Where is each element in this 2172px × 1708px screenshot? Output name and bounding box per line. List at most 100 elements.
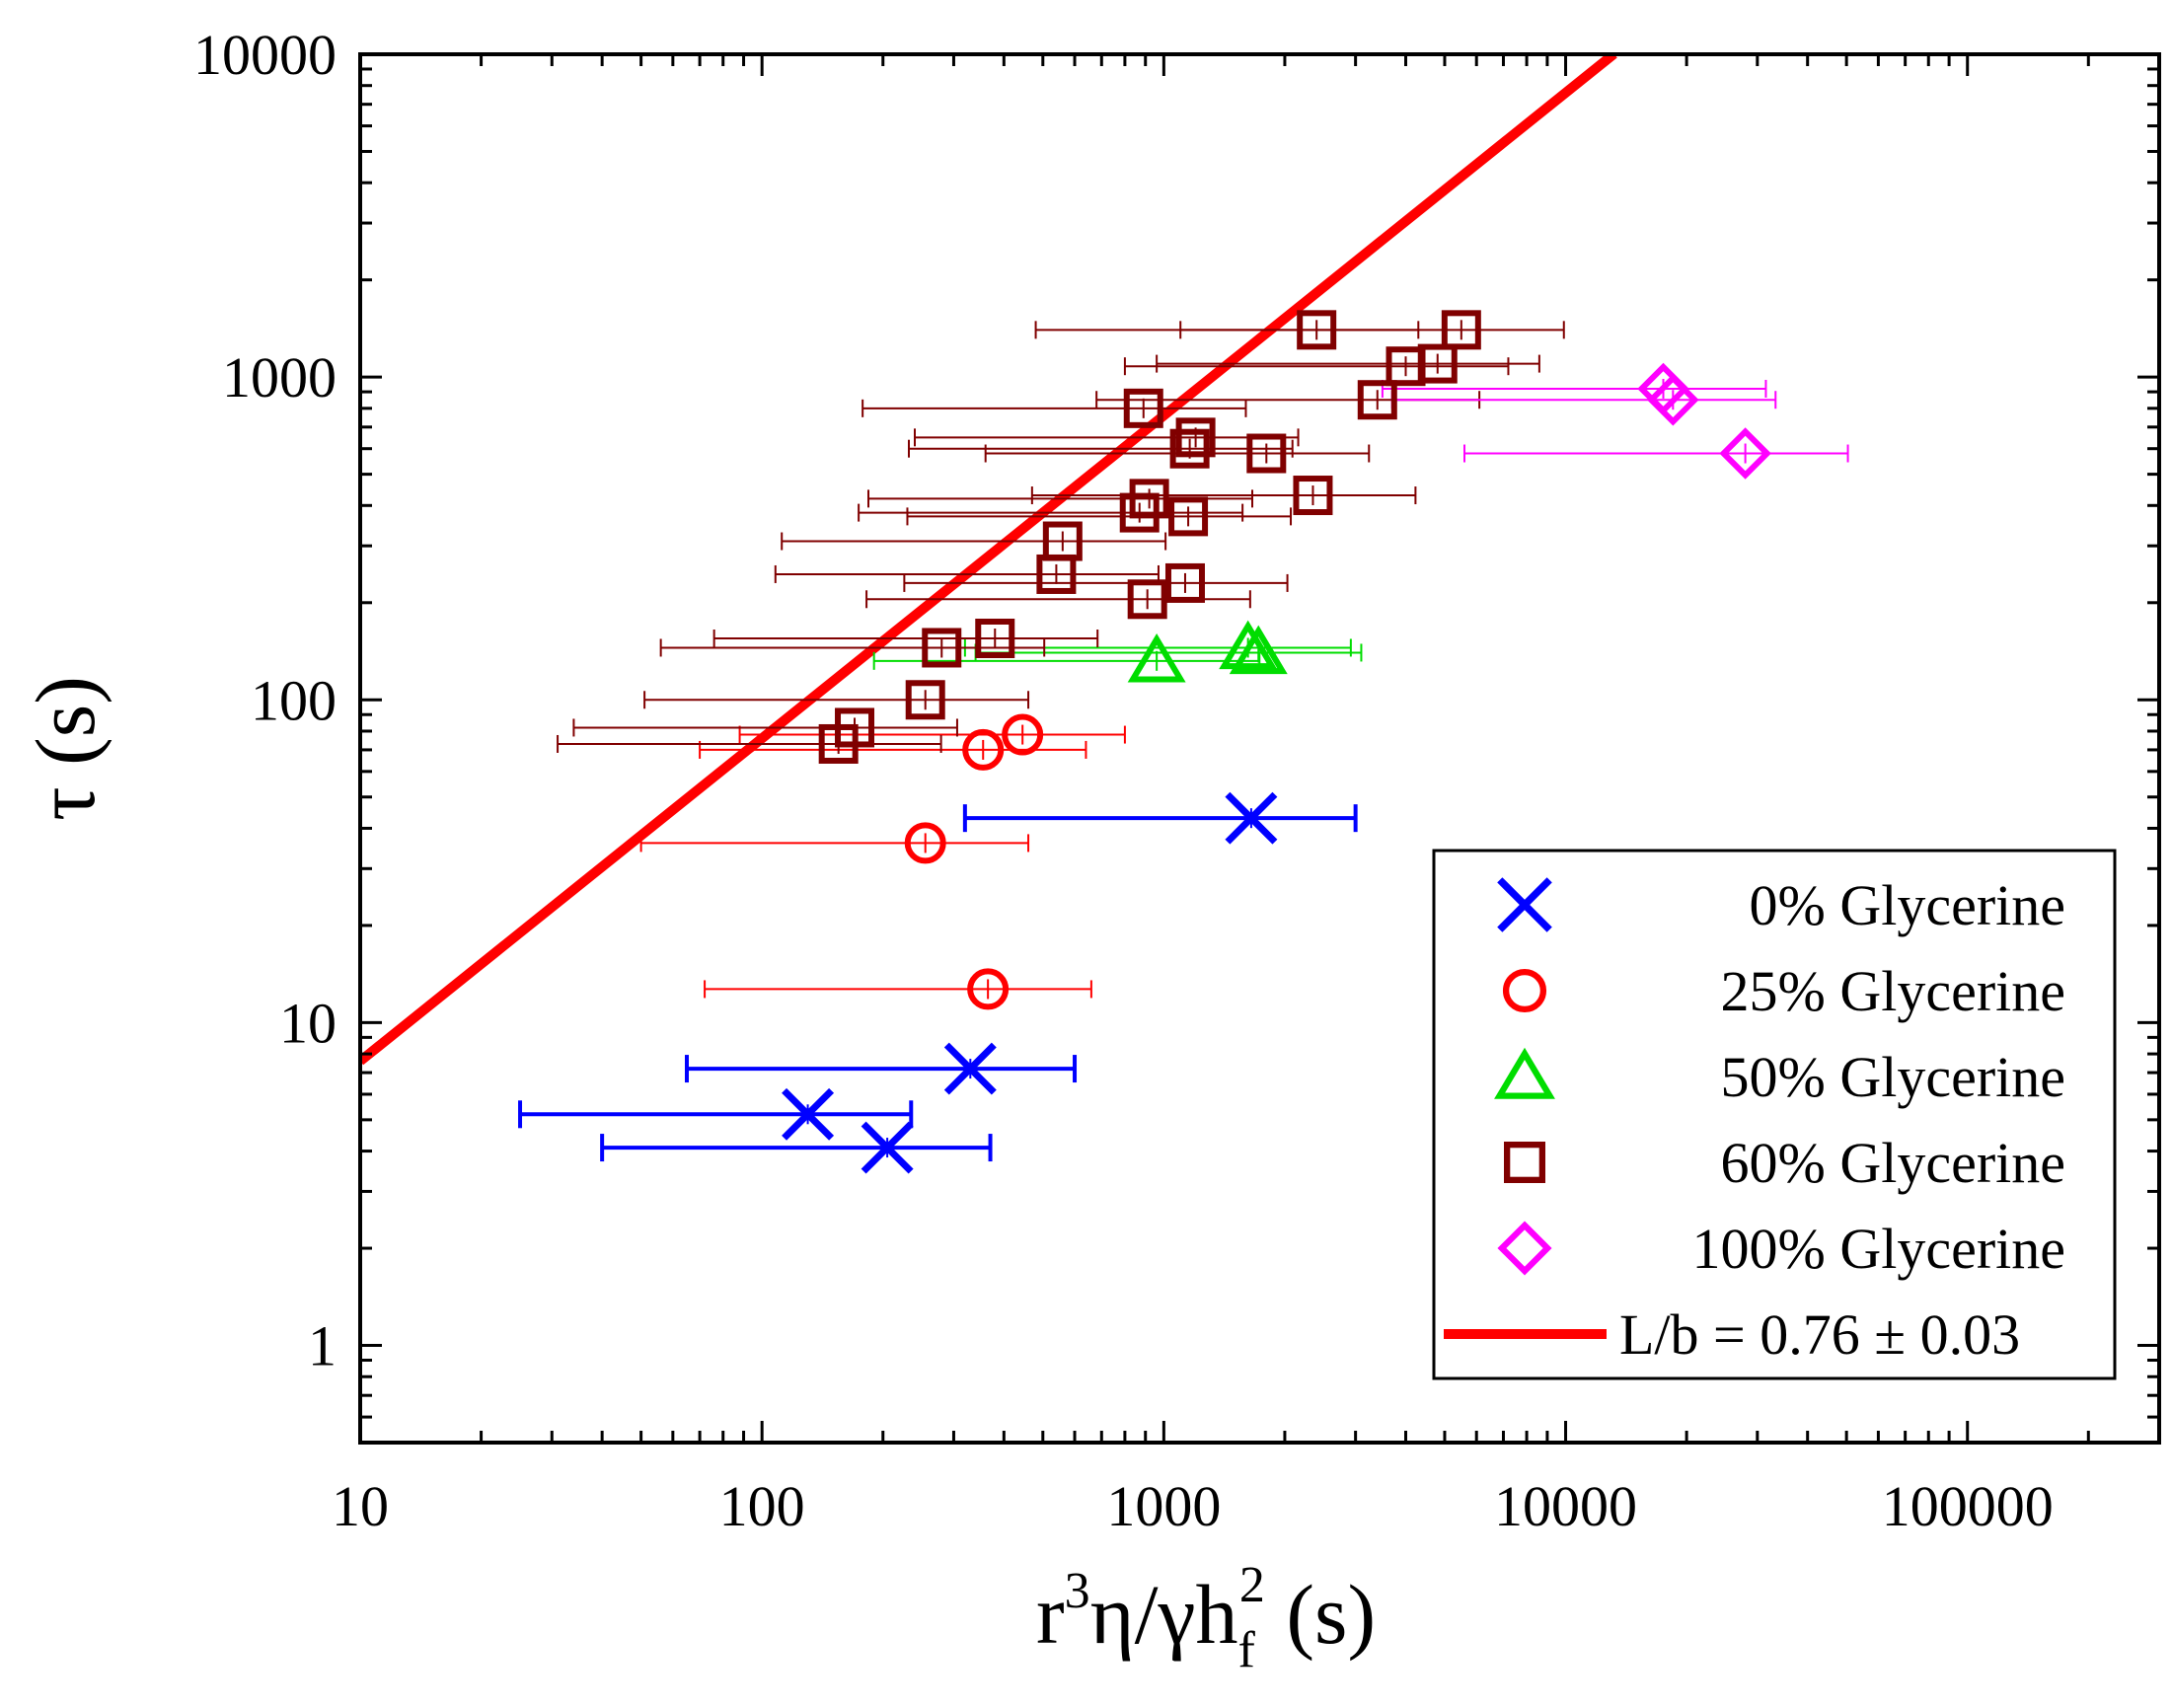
errorbar-100-glycerine-1	[1390, 390, 1777, 410]
x-title-sup2: 2	[1239, 1557, 1265, 1613]
axis-title-layer: τ (s) r3η/γhf 2 (s)	[18, 676, 1376, 1678]
errorbar-100-glycerine-2	[1463, 443, 1849, 464]
x-tick-label: 100000	[1882, 1474, 2054, 1538]
legend-fit-label: L/b = 0.76 ± 0.03	[1619, 1302, 2020, 1367]
marker-60-glycerine-6	[1175, 417, 1216, 458]
tick-layer	[358, 52, 2161, 1445]
legend-label-4: 100% Glycerine	[1692, 1217, 2065, 1281]
x-title-mid: η/γh	[1090, 1567, 1238, 1662]
errorbar-50-glycerine-0	[872, 650, 1261, 671]
marker-60-glycerine-1	[1441, 310, 1481, 350]
marker-0-glycerine-3	[861, 1121, 914, 1174]
x-title-base: r	[1036, 1567, 1065, 1662]
errorbar-60-glycerine-2	[1123, 356, 1510, 377]
y-tick-label: 10	[279, 991, 337, 1055]
marker-25-glycerine-0	[962, 728, 1005, 771]
marker-60-glycerine-4	[1357, 380, 1397, 420]
marker-0-glycerine-1	[943, 1042, 997, 1095]
marker-0-glycerine-0	[1225, 791, 1278, 845]
errorbar-60-glycerine-12	[906, 506, 1293, 527]
legend-fit-label-suffix: 0.03	[1906, 1302, 2020, 1367]
y-tick-label: 100	[251, 668, 337, 732]
marker-60-glycerine-14	[1036, 554, 1077, 594]
legend-marker-4	[1497, 1221, 1552, 1276]
legend-marker-2	[1494, 1047, 1555, 1099]
marker-50-glycerine-0	[1127, 632, 1186, 683]
marker-60-glycerine-12	[1168, 496, 1209, 537]
marker-60-glycerine-5	[1123, 388, 1163, 428]
marker-25-glycerine-1	[1002, 713, 1044, 756]
marker-60-glycerine-8	[1246, 433, 1287, 474]
marker-0-glycerine-2	[782, 1087, 835, 1141]
y-tick-label: 1	[308, 1314, 337, 1378]
errorbar-60-glycerine-17	[712, 628, 1099, 648]
y-axis-title: τ (s)	[18, 676, 112, 821]
marker-0-glycerine-3-stroke-b	[861, 1121, 914, 1174]
x-title-sub: f	[1238, 1622, 1256, 1678]
legend: 0% Glycerine 25% Glycerine 50% Glycerine 60…	[1432, 849, 2117, 1380]
marker-60-glycerine-7	[1169, 428, 1210, 469]
x-tick-label: 10000	[1494, 1474, 1637, 1538]
marker-60-glycerine-19	[905, 680, 945, 720]
marker-60-glycerine-15	[1164, 562, 1205, 603]
errorbar-60-glycerine-19	[643, 690, 1030, 710]
x-tick-label: 100	[719, 1474, 805, 1538]
errorbar-60-glycerine-3	[1156, 353, 1540, 374]
marker-50-glycerine-1	[1219, 620, 1278, 670]
marker-60-glycerine-17	[975, 618, 1015, 658]
marker-60-glycerine-0	[1297, 310, 1337, 350]
marker-0-glycerine-1-stroke-b	[943, 1042, 997, 1095]
errorbar-60-glycerine-7	[908, 438, 1294, 459]
x-axis-title: r3η/γhf 2 (s)	[1036, 1557, 1376, 1678]
legend-marker-1	[1502, 968, 1547, 1013]
marker-100-glycerine-1	[1647, 373, 1699, 426]
fit-line-layer	[360, 54, 1617, 1066]
marker-0-glycerine-0-stroke-b	[1225, 791, 1278, 845]
errorbar-25-glycerine-3	[704, 979, 1092, 1000]
legend-label-3: 60% Glycerine	[1721, 1131, 2065, 1195]
errorbar-60-glycerine-5	[861, 398, 1247, 418]
marker-60-glycerine-3	[1417, 343, 1458, 384]
y-tick-label: 10000	[193, 23, 337, 87]
legend-label-0: 0% Glycerine	[1750, 873, 2065, 937]
legend-fit-label-prefix: L/b = 0.76	[1619, 1302, 1874, 1367]
errorbar-0-glycerine-2	[518, 1100, 914, 1129]
x-title-tail: (s)	[1265, 1567, 1376, 1662]
marker-60-glycerine-9	[1293, 476, 1333, 516]
y-tick-label: 1000	[222, 345, 337, 409]
errorbar-0-glycerine-0	[962, 804, 1358, 833]
marker-60-glycerine-21	[818, 723, 859, 764]
legend-label-2: 50% Glycerine	[1721, 1045, 2065, 1109]
marker-layer	[782, 310, 1771, 1174]
legend-label-1: 25% Glycerine	[1721, 959, 2065, 1023]
marker-25-glycerine-2	[904, 822, 946, 864]
x-title-sup1: 3	[1065, 1563, 1090, 1619]
legend-marker-3	[1504, 1142, 1546, 1184]
legend-box	[1432, 849, 2117, 1380]
legend-marker-0	[1497, 877, 1552, 932]
x-tick-label: 10	[332, 1474, 389, 1538]
errorbar-25-glycerine-1	[738, 724, 1126, 745]
marker-50-glycerine-2	[1229, 625, 1288, 675]
marker-25-glycerine-3	[967, 968, 1010, 1010]
errorbar-0-glycerine-1	[685, 1055, 1078, 1083]
errorbar-60-glycerine-1	[1179, 320, 1565, 340]
marker-100-glycerine-2	[1719, 427, 1771, 480]
errorbar-60-glycerine-6	[913, 427, 1300, 448]
legend-marker-0-stroke-b	[1497, 877, 1552, 932]
fit-line	[360, 54, 1617, 1066]
marker-0-glycerine-2-stroke-b	[782, 1087, 835, 1141]
tick-label-layer: 10 100 1000 10000 100000 1 10 100 1000 10000	[193, 23, 2054, 1538]
errorbar-60-glycerine-13	[781, 531, 1167, 552]
errorbar-0-glycerine-3	[600, 1134, 993, 1162]
marker-60-glycerine-18	[922, 628, 962, 668]
marker-60-glycerine-16	[1127, 579, 1167, 620]
legend-fit-label-pm: ±	[1874, 1302, 1906, 1367]
errorbar-60-glycerine-15	[903, 572, 1289, 593]
errorbar-60-glycerine-14	[774, 563, 1160, 584]
marker-60-glycerine-11	[1119, 492, 1160, 533]
x-tick-label: 1000	[1106, 1474, 1221, 1538]
errorbar-25-glycerine-2	[639, 833, 1030, 854]
